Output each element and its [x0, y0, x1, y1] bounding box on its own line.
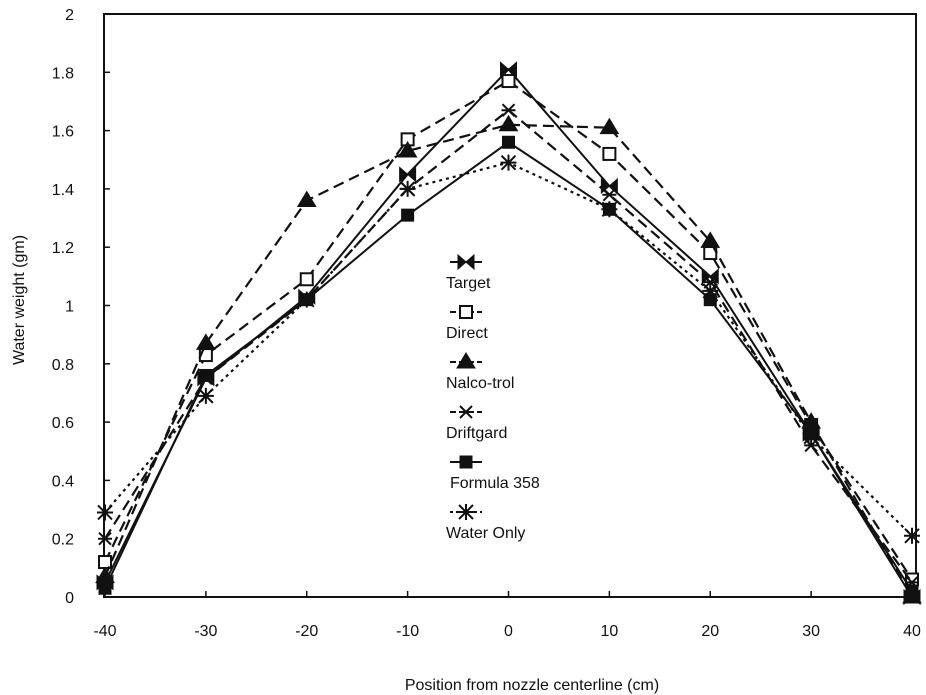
data-point: [502, 135, 515, 149]
series-water-only: [97, 154, 920, 544]
data-point: [299, 272, 314, 287]
data-point: [702, 282, 719, 299]
x-tick-label: -30: [194, 623, 217, 640]
data-point: [602, 146, 617, 161]
x-tick-label: 20: [701, 623, 719, 640]
data-point: [199, 368, 213, 382]
series-line: [104, 108, 913, 584]
data-point: [602, 188, 617, 202]
series-driftgard: [98, 103, 919, 590]
legend-label: Target: [446, 275, 491, 292]
x-tick-label: -40: [93, 623, 116, 640]
series-nalco-trol: [95, 114, 922, 604]
data-point: [197, 387, 214, 404]
y-axis-ticks: 0 0.2 0.4 0.6 0.8 1 1.2 1.4 1.6 1.8 2: [52, 7, 110, 607]
data-point: [296, 190, 317, 208]
series-line: [104, 141, 913, 592]
y-tick-label: 0.4: [52, 473, 74, 490]
x-axis-label: Position from nozzle centerline (cm): [405, 677, 659, 694]
legend-swatch-marker: [456, 352, 476, 369]
data-point: [401, 208, 415, 222]
data-point: [601, 201, 618, 218]
legend-label: Nalco-trol: [446, 375, 514, 392]
x-tick-label: -10: [396, 623, 419, 640]
data-point: [397, 141, 418, 158]
data-point: [501, 103, 516, 117]
y-tick-label: 2: [65, 7, 74, 24]
data-point: [501, 74, 516, 89]
x-tick-label: 40: [903, 623, 921, 640]
y-tick-label: 0.2: [52, 532, 74, 549]
series-line: [103, 123, 913, 598]
legend-swatch-marker: [457, 253, 475, 271]
data-point: [803, 428, 820, 445]
legend-label: Formula 358: [450, 475, 540, 492]
data-point: [904, 527, 920, 544]
legend-swatch-marker: [459, 455, 473, 469]
data-point: [498, 114, 519, 132]
legend-swatch-marker: [459, 305, 473, 319]
series-layer: [95, 61, 922, 606]
legend-swatch-marker: [458, 504, 474, 520]
legend-swatch-marker: [459, 405, 473, 419]
legend: Target Direct Nalco-trol Driftgard Formula 3…: [446, 253, 540, 542]
y-axis-label: Water weight (gm): [11, 235, 28, 365]
x-tick-label: 0: [504, 623, 513, 640]
y-tick-label: 1.8: [52, 65, 74, 82]
data-point: [599, 117, 620, 135]
data-point: [97, 504, 113, 521]
x-tick-label: -20: [295, 623, 318, 640]
data-point: [195, 333, 216, 350]
data-point: [298, 291, 315, 308]
x-tick-label: 10: [600, 623, 618, 640]
y-tick-label: 0: [65, 590, 74, 607]
series-direct: [98, 74, 919, 587]
data-point: [98, 581, 112, 595]
legend-label: Direct: [446, 325, 488, 342]
y-tick-label: 0.8: [52, 357, 74, 374]
series-line: [104, 79, 913, 581]
legend-label: Water Only: [446, 525, 525, 542]
data-point: [399, 180, 416, 197]
y-tick-label: 1.6: [52, 124, 74, 141]
y-tick-label: 1.2: [52, 240, 74, 257]
x-axis-ticks: -40 -30 -20 -10 0 10 20 30 40: [93, 591, 921, 640]
data-point: [98, 555, 112, 570]
y-tick-label: 1: [65, 299, 74, 316]
data-point: [98, 531, 112, 546]
y-tick-label: 1.4: [52, 182, 74, 199]
plot-frame: [103, 13, 917, 598]
x-tick-label: 30: [802, 623, 820, 640]
data-point: [700, 231, 721, 248]
y-tick-label: 0.6: [52, 415, 74, 432]
legend-label: Driftgard: [446, 425, 507, 442]
data-point: [500, 61, 517, 78]
data-point: [500, 154, 517, 171]
data-point: [905, 584, 919, 598]
data-point: [399, 166, 417, 183]
